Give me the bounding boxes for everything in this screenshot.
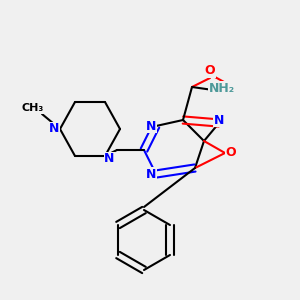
Text: N: N — [49, 122, 59, 136]
Text: N: N — [146, 167, 157, 181]
Text: CH₃: CH₃ — [22, 103, 44, 113]
Text: N: N — [214, 113, 224, 127]
Text: N: N — [104, 152, 115, 166]
Text: O: O — [205, 64, 215, 77]
Text: O: O — [226, 146, 236, 160]
Text: N: N — [146, 119, 157, 133]
Text: NH₂: NH₂ — [209, 82, 235, 95]
